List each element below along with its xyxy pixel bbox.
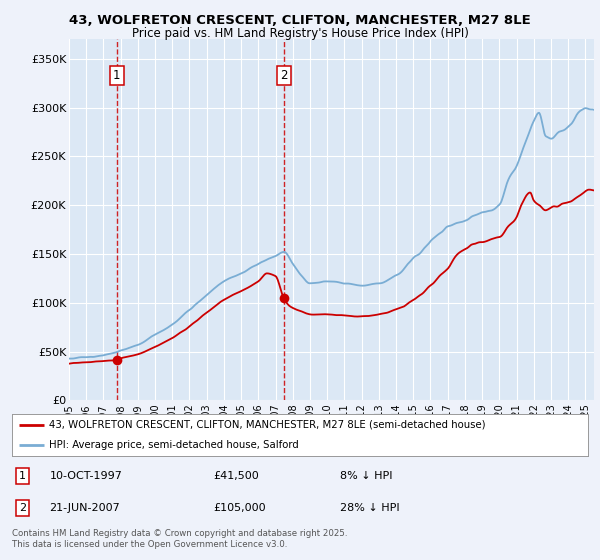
Text: 43, WOLFRETON CRESCENT, CLIFTON, MANCHESTER, M27 8LE (semi-detached house): 43, WOLFRETON CRESCENT, CLIFTON, MANCHES… bbox=[49, 420, 486, 430]
Text: 21-JUN-2007: 21-JUN-2007 bbox=[49, 503, 120, 514]
Text: 10-OCT-1997: 10-OCT-1997 bbox=[49, 471, 122, 481]
Text: £105,000: £105,000 bbox=[214, 503, 266, 514]
Text: HPI: Average price, semi-detached house, Salford: HPI: Average price, semi-detached house,… bbox=[49, 440, 299, 450]
Text: £41,500: £41,500 bbox=[214, 471, 259, 481]
Text: 28% ↓ HPI: 28% ↓ HPI bbox=[340, 503, 400, 514]
Text: Contains HM Land Registry data © Crown copyright and database right 2025.
This d: Contains HM Land Registry data © Crown c… bbox=[12, 529, 347, 549]
Text: 2: 2 bbox=[19, 503, 26, 514]
Text: 1: 1 bbox=[113, 69, 121, 82]
Text: Price paid vs. HM Land Registry's House Price Index (HPI): Price paid vs. HM Land Registry's House … bbox=[131, 27, 469, 40]
Text: 43, WOLFRETON CRESCENT, CLIFTON, MANCHESTER, M27 8LE: 43, WOLFRETON CRESCENT, CLIFTON, MANCHES… bbox=[69, 14, 531, 27]
Text: 1: 1 bbox=[19, 471, 26, 481]
Text: 2: 2 bbox=[280, 69, 287, 82]
Text: 8% ↓ HPI: 8% ↓ HPI bbox=[340, 471, 393, 481]
